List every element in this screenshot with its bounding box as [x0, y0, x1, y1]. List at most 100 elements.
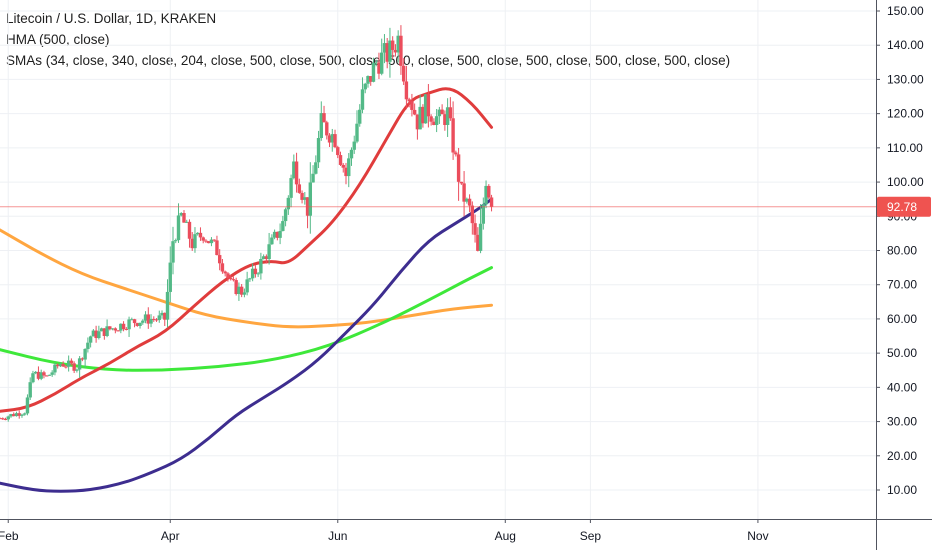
candle: [344, 162, 348, 185]
candle: [215, 235, 219, 256]
candle: [204, 239, 208, 244]
candle-body: [55, 364, 60, 367]
candle-body: [215, 240, 219, 256]
candle-body: [94, 330, 98, 339]
y-tick-label: 40.00: [887, 380, 917, 394]
candle-body: [152, 318, 156, 320]
candle: [31, 370, 35, 384]
candle-body: [47, 374, 52, 376]
candle: [259, 252, 263, 280]
candle-body: [484, 185, 488, 205]
candle-body: [473, 223, 477, 235]
candle: [141, 319, 145, 325]
candle: [130, 317, 134, 321]
candle: [3, 417, 8, 421]
candle: [97, 325, 101, 340]
candle: [421, 104, 425, 128]
candle-body: [396, 35, 400, 53]
candle-body: [88, 336, 93, 343]
y-tick-label: 140.00: [887, 38, 924, 52]
candle: [286, 195, 291, 215]
candle: [412, 103, 417, 116]
candle-body: [327, 135, 332, 143]
candle: [116, 330, 120, 332]
candle: [174, 238, 178, 244]
candle-body: [462, 183, 466, 202]
candle: [113, 327, 118, 334]
candle: [64, 364, 68, 369]
candle-body: [72, 363, 76, 371]
candle-body: [478, 223, 483, 251]
candle: [0, 417, 2, 420]
candle: [264, 254, 269, 264]
candle-body: [176, 215, 181, 241]
x-tick-label: Sep: [580, 529, 602, 543]
candle: [278, 223, 282, 245]
candle-body: [174, 240, 178, 242]
candle: [467, 194, 472, 213]
candle: [143, 311, 148, 324]
candle-body: [86, 342, 90, 349]
candle-body: [456, 154, 461, 182]
candle-body: [204, 240, 208, 242]
candle-body: [77, 358, 82, 370]
candle: [50, 370, 54, 377]
candle-body: [20, 414, 24, 416]
candle-body: [481, 204, 486, 224]
candle: [53, 362, 57, 376]
candle: [347, 153, 351, 188]
candle: [256, 272, 260, 277]
candle: [377, 52, 381, 80]
candle-body: [135, 323, 140, 326]
candle-body: [64, 366, 68, 368]
candle-body: [141, 320, 145, 323]
candle: [272, 229, 277, 240]
candle: [283, 207, 288, 227]
candle-body: [289, 178, 293, 198]
candle: [138, 322, 142, 329]
candle: [333, 129, 337, 149]
candle-body: [160, 312, 164, 316]
candle: [23, 412, 27, 416]
candle: [228, 274, 233, 281]
candle: [88, 335, 93, 348]
candle-body: [207, 241, 211, 244]
candle-body: [121, 323, 126, 329]
candle: [69, 358, 74, 366]
candle: [44, 375, 49, 377]
candle: [440, 104, 444, 115]
candle-body: [42, 372, 46, 376]
candle: [94, 325, 98, 343]
candle: [388, 27, 392, 78]
candle: [226, 272, 230, 282]
candle: [108, 326, 112, 331]
x-tick-label: Nov: [747, 529, 768, 543]
candle: [163, 312, 167, 327]
candle: [358, 104, 362, 127]
candle-body: [250, 268, 255, 279]
y-tick-label: 70.00: [887, 278, 917, 292]
candle-body: [322, 113, 326, 123]
candle: [212, 239, 216, 242]
candle: [160, 310, 164, 319]
time-axis: Feb Apr Jun Aug Sep Nov: [0, 519, 769, 543]
candle: [275, 231, 280, 241]
candle-body: [124, 328, 129, 330]
candle: [434, 109, 439, 133]
candle-body: [437, 109, 442, 117]
candle-body: [179, 213, 183, 216]
candle: [261, 254, 266, 260]
candle-body: [308, 182, 313, 216]
candle-body: [9, 414, 13, 417]
candle-body: [201, 237, 205, 241]
candle: [119, 323, 123, 334]
candle-body: [377, 62, 381, 74]
candle: [33, 370, 38, 375]
candle: [80, 357, 85, 362]
candle: [248, 277, 252, 282]
candle-body: [36, 371, 41, 379]
candle: [410, 93, 414, 117]
candle-body: [358, 109, 362, 124]
candle: [83, 348, 87, 368]
